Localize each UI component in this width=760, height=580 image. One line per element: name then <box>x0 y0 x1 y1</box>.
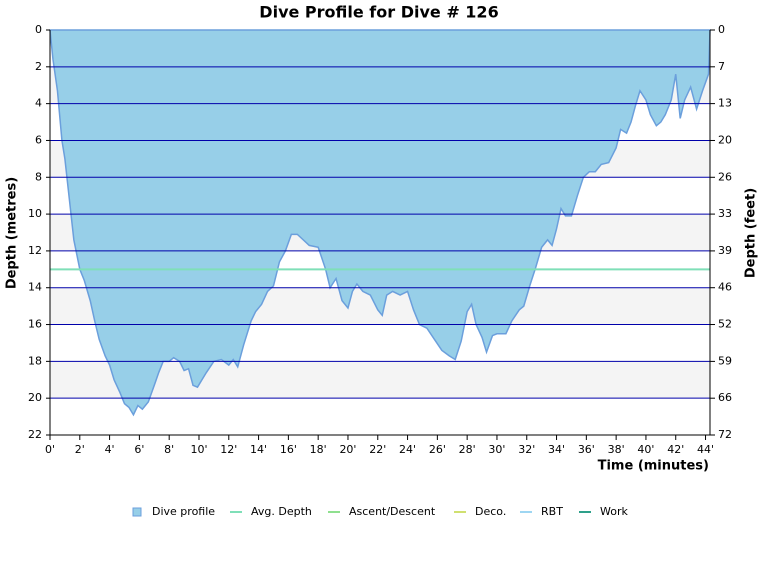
legend-label: Deco. <box>475 505 506 518</box>
legend-label: Dive profile <box>152 505 215 518</box>
y2-tick-label: 59 <box>718 354 732 367</box>
legend-swatch <box>132 507 142 517</box>
x-tick-label: 40' <box>637 443 654 456</box>
y-tick-label: 22 <box>28 428 42 441</box>
y-tick-label: 10 <box>28 207 42 220</box>
chart-title: Dive Profile for Dive # 126 <box>259 3 498 22</box>
depth-area <box>49 29 711 417</box>
y-tick-label: 14 <box>28 281 42 294</box>
y-tick-label: 8 <box>35 170 42 183</box>
y2-tick-label: 46 <box>718 281 732 294</box>
y2-tick-label: 72 <box>718 428 732 441</box>
y2-axis-title: Depth (feet) <box>744 188 759 278</box>
x-tick-label: 10' <box>190 443 207 456</box>
y2-tick-label: 13 <box>718 97 732 110</box>
y-tick-label: 12 <box>28 244 42 257</box>
legend-label: RBT <box>541 505 563 518</box>
x-tick-label: 6' <box>134 443 144 456</box>
x-tick-label: 26' <box>429 443 446 456</box>
y-tick-label: 16 <box>28 318 42 331</box>
x-tick-label: 2' <box>75 443 85 456</box>
x-tick-label: 0' <box>45 443 55 456</box>
y-tick-label: 6 <box>35 133 42 146</box>
legend-label: Work <box>600 505 628 518</box>
x-tick-label: 14' <box>250 443 267 456</box>
x-tick-label: 8' <box>164 443 174 456</box>
x-tick-label: 12' <box>220 443 237 456</box>
y-tick-label: 20 <box>28 391 42 404</box>
x-tick-label: 30' <box>488 443 505 456</box>
y2-tick-label: 7 <box>718 60 725 73</box>
y2-tick-label: 66 <box>718 391 732 404</box>
x-tick-label: 16' <box>280 443 297 456</box>
y-axis-title: Depth (metres) <box>5 177 20 289</box>
x-tick-label: 4' <box>105 443 115 456</box>
y2-tick-label: 39 <box>718 244 732 257</box>
legend-label: Ascent/Descent <box>349 505 436 518</box>
x-tick-label: 34' <box>548 443 565 456</box>
x-tick-label: 36' <box>578 443 595 456</box>
x-tick-label: 20' <box>339 443 356 456</box>
y2-tick-label: 0 <box>718 23 725 36</box>
x-tick-label: 32' <box>518 443 535 456</box>
y2-tick-label: 33 <box>718 207 732 220</box>
x-tick-label: 22' <box>369 443 386 456</box>
x-tick-label: 28' <box>459 443 476 456</box>
y-tick-label: 18 <box>28 354 42 367</box>
y-tick-label: 2 <box>35 60 42 73</box>
legend-label: Avg. Depth <box>251 505 312 518</box>
y-tick-label: 4 <box>35 97 42 110</box>
x-axis-title: Time (minutes) <box>598 459 709 474</box>
y2-tick-label: 52 <box>718 318 732 331</box>
x-tick-label: 44' <box>697 443 714 456</box>
x-tick-label: 24' <box>399 443 416 456</box>
y2-tick-label: 20 <box>718 133 732 146</box>
x-tick-label: 38' <box>608 443 625 456</box>
x-tick-label: 42' <box>667 443 684 456</box>
x-tick-label: 18' <box>310 443 327 456</box>
y-tick-label: 0 <box>35 23 42 36</box>
y2-tick-label: 26 <box>718 170 732 183</box>
